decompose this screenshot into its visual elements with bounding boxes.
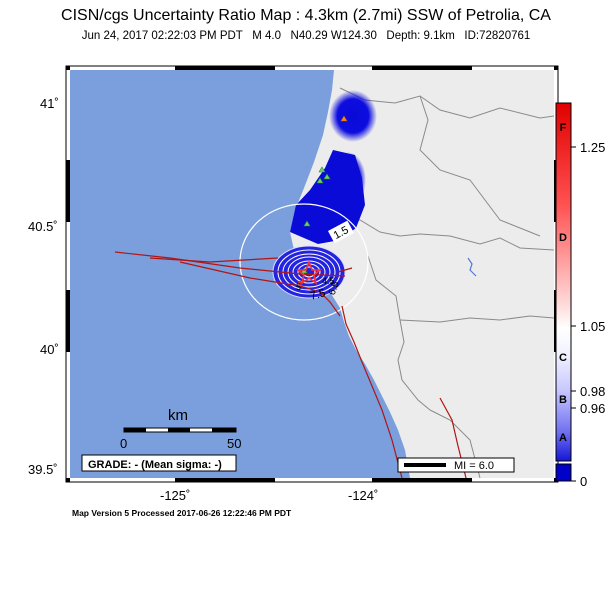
colorbar	[555, 102, 572, 462]
county-borders	[329, 87, 554, 478]
grade-box	[81, 454, 237, 472]
contour-label: 4.5	[322, 276, 335, 286]
uncertainty-zone-north	[329, 90, 377, 142]
scalebar-start: 0	[120, 436, 127, 451]
scalebar-unit: km	[168, 407, 188, 424]
colorbar-value: 0.96	[580, 401, 605, 416]
river	[467, 257, 477, 277]
lat-label: 40.5˚	[28, 219, 58, 234]
ocean-area	[70, 70, 410, 478]
colorbar-value: 1.05	[580, 319, 605, 334]
lon-label: -124˚	[348, 488, 378, 503]
map-title: CISN/cgs Uncertainty Ratio Map : 4.3km (…	[61, 7, 551, 24]
colorbar-value: 1.25	[580, 140, 605, 155]
contour-label: 6.5	[327, 280, 342, 297]
station-orange	[340, 115, 348, 122]
mi-legend-text: MI = 6.0	[454, 460, 494, 472]
event-details: Jun 24, 2017 02:22:03 PM PDT M 4.0 N40.2…	[81, 30, 531, 42]
grade-letter: A	[559, 432, 567, 444]
uncertainty-zone-coast	[290, 150, 365, 244]
mi-legend-box	[397, 457, 515, 473]
lat-label: 41˚	[40, 96, 59, 111]
lat-label: 39.5˚	[28, 462, 58, 477]
grade-letter: F	[560, 122, 567, 134]
grade-letter: D	[559, 232, 567, 244]
contour-label: 5	[296, 282, 301, 292]
colorbar-ticks	[571, 146, 576, 482]
grade-letter: B	[559, 394, 567, 406]
map-version-footer: Map Version 5 Processed 2017-06-26 12:22…	[72, 508, 292, 518]
grade-text: GRADE: - (Mean sigma: -)	[88, 459, 222, 471]
colorbar-grades: F D C B A	[559, 122, 567, 444]
grade-letter: C	[559, 352, 567, 364]
colorbar-value: 0.98	[580, 384, 605, 399]
scalebar	[123, 427, 237, 433]
colorbar-zero-swatch	[555, 463, 572, 482]
contour-label: 7.5	[309, 287, 327, 303]
epicenter-star-icon	[295, 259, 323, 285]
lat-label: 40˚	[40, 342, 59, 357]
lon-label: -125˚	[160, 488, 190, 503]
colorbar-value: 0	[580, 474, 587, 489]
scalebar-end: 50	[227, 436, 241, 451]
colorbar-values: 1.25 1.05 0.98 0.96 0	[580, 140, 605, 489]
